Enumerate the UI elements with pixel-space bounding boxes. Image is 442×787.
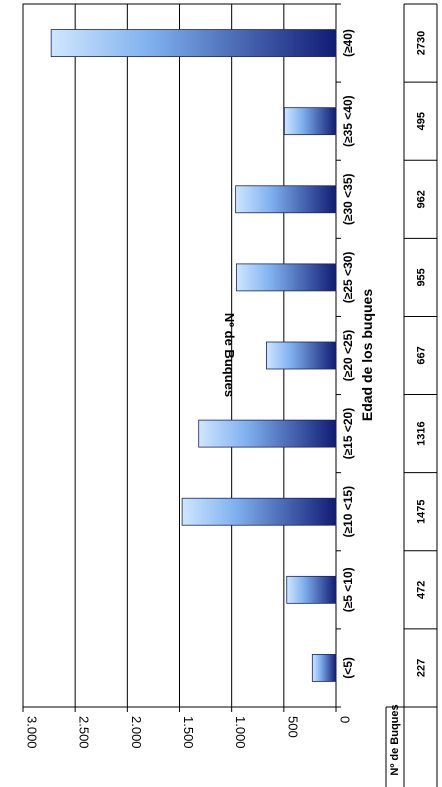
table-cell: 472 (416, 581, 428, 599)
bar (286, 575, 337, 604)
bar (235, 185, 337, 214)
bar (235, 263, 337, 292)
gridlines (22, 3, 341, 712)
table-cell: 955 (416, 268, 428, 286)
tick-label: 3.000 (25, 716, 40, 749)
category-label: (≥30 <35) (341, 173, 355, 225)
table-cell: 1475 (416, 499, 428, 523)
category-label: (≥15 <20) (341, 408, 355, 460)
table-cell: 227 (416, 659, 428, 677)
table-cell: 1316 (416, 421, 428, 445)
category-label: (≥20 <25) (341, 330, 355, 382)
category-labels: (<5) (≥5 <10) (≥10 <15) (≥15 <20) (≥20 <25) (… (341, 29, 355, 679)
table-cell: 667 (416, 346, 428, 364)
tick-label: 500 (285, 716, 300, 738)
category-label: (≥40) (341, 29, 355, 57)
category-label: (≥35 <40) (341, 95, 355, 147)
y-axis-title: Nº de Buques (222, 313, 237, 397)
table-cell: 495 (416, 112, 428, 130)
bars (50, 29, 337, 682)
value-tick-labels: 0 500 1.000 1.500 2.000 2.500 3.000 (25, 716, 353, 749)
bar (181, 497, 337, 526)
tick-label: 2.500 (77, 716, 92, 749)
category-label: (≥5 <10) (341, 567, 355, 612)
tick-label: 1.500 (181, 716, 196, 749)
tick-label: 0 (338, 716, 353, 723)
bar (311, 654, 337, 682)
data-table-label: Nº de Buques (389, 704, 401, 775)
category-label: (≥25 <30) (341, 252, 355, 304)
bar (266, 341, 337, 370)
bar (283, 107, 337, 136)
bar (198, 419, 337, 448)
table-cell: 962 (416, 190, 428, 208)
tick-label: 1.000 (233, 716, 248, 749)
table-cell: 2730 (416, 31, 428, 55)
category-label: (≥10 <15) (341, 486, 355, 538)
data-table: 227 472 1475 1316 667 955 962 495 2730 (385, 3, 438, 787)
bar (50, 29, 337, 57)
category-label: (<5) (341, 657, 355, 679)
x-axis-title: Edad de los buques (359, 289, 375, 421)
tick-label: 2.000 (129, 716, 144, 749)
